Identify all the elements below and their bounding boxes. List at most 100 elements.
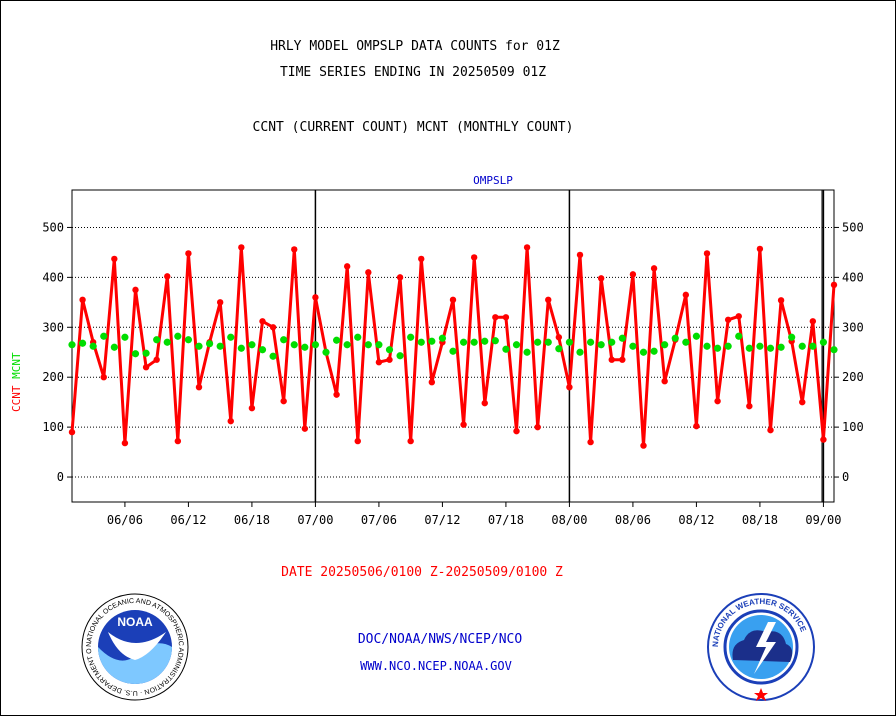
series-point-ccnt (640, 442, 647, 449)
series-point-mcnt (407, 333, 415, 341)
series-point-mcnt (78, 339, 87, 347)
series-point-ccnt (566, 383, 573, 391)
x-tick-label: 07/00 (297, 513, 333, 527)
y-tick-label-left: 100 (42, 420, 64, 434)
y-axis-label-mcnt: MCNT (10, 352, 23, 385)
x-tick-label: 06/06 (107, 513, 143, 527)
series-point-mcnt (227, 333, 235, 341)
series-point-ccnt (534, 423, 541, 431)
nws-logo: NATIONAL WEATHER SERVICE (707, 593, 815, 701)
series-point-mcnt (449, 347, 457, 355)
series-point-mcnt (819, 338, 828, 346)
series-point-mcnt (671, 334, 679, 342)
series-point-mcnt (682, 338, 690, 346)
series-point-mcnt (205, 340, 214, 348)
series-point-mcnt (661, 341, 669, 349)
series-point-ccnt (449, 296, 457, 304)
series-point-ccnt (365, 269, 372, 276)
series-point-ccnt (153, 356, 160, 363)
series-point-mcnt (121, 333, 129, 341)
series-point-mcnt (830, 346, 838, 354)
series-point-ccnt (216, 299, 224, 306)
series-point-ccnt (629, 271, 637, 278)
series-point-ccnt (576, 251, 584, 259)
series-point-ccnt (650, 265, 658, 272)
series-point-ccnt (481, 399, 488, 407)
y-tick-label-right: 300 (842, 320, 864, 334)
series-point-ccnt (809, 318, 817, 325)
series-point-mcnt (354, 333, 362, 341)
x-tick-label: 09/00 (805, 513, 841, 527)
series-point-mcnt (100, 332, 108, 340)
series-point-mcnt (523, 348, 531, 356)
series-point-mcnt (576, 348, 584, 356)
series-point-mcnt (280, 336, 288, 344)
series-point-ccnt (259, 318, 266, 325)
series-point-mcnt (798, 342, 806, 350)
series-point-ccnt (545, 296, 552, 304)
series-point-ccnt (121, 439, 129, 447)
header-legend-line: CCNT (CURRENT COUNT) MCNT (MONTHLY COUNT… (252, 120, 574, 135)
series-point-mcnt (534, 338, 542, 346)
x-tick-label: 08/00 (551, 513, 587, 527)
series-point-ccnt (142, 364, 150, 371)
series-point-mcnt (248, 341, 256, 349)
series-point-mcnt (396, 352, 404, 360)
series-point-ccnt (248, 404, 256, 412)
series-point-mcnt (777, 343, 785, 351)
header-title-line2: TIME SERIES ENDING IN 20250509 01Z (279, 65, 547, 80)
footer-url: WWW.NCO.NCEP.NOAA.GOV (360, 659, 512, 673)
series-point-ccnt (693, 422, 700, 430)
series-point-ccnt (777, 297, 785, 304)
series-point-mcnt (608, 338, 616, 346)
series-point-ccnt (523, 244, 531, 251)
series-point-mcnt (459, 338, 468, 346)
series-point-ccnt (333, 391, 340, 398)
series-point-mcnt (650, 347, 658, 355)
series-point-mcnt (322, 348, 330, 356)
series-point-mcnt (184, 336, 193, 344)
series-point-mcnt (639, 348, 648, 356)
series-point-mcnt (142, 349, 150, 357)
series-point-ccnt (820, 436, 827, 443)
series-point-mcnt (788, 333, 796, 341)
series-point-mcnt (269, 352, 277, 360)
series-point-mcnt (417, 338, 425, 346)
series-point-ccnt (174, 437, 182, 445)
series-point-ccnt (312, 294, 319, 301)
series-point-ccnt (682, 291, 690, 299)
series-point-ccnt (238, 244, 245, 251)
series-point-ccnt (269, 324, 277, 331)
series-point-ccnt (111, 255, 118, 263)
series-point-mcnt (809, 342, 817, 350)
series-point-mcnt (565, 338, 574, 346)
series-point-ccnt (343, 263, 351, 270)
series-point-ccnt (396, 274, 404, 281)
series-point-ccnt (386, 356, 393, 363)
series-point-ccnt (587, 438, 594, 446)
series-point-ccnt (227, 417, 234, 425)
series-point-mcnt (629, 342, 637, 350)
y-tick-label-right: 0 (842, 470, 849, 484)
series-point-ccnt (354, 437, 361, 445)
series-point-mcnt (110, 343, 118, 351)
series-point-mcnt (745, 344, 753, 352)
series-point-ccnt (756, 245, 764, 253)
series-point-ccnt (185, 250, 192, 257)
series-point-ccnt (375, 359, 383, 366)
x-tick-label: 06/12 (170, 513, 206, 527)
series-point-mcnt (491, 337, 499, 345)
series-point-ccnt (418, 255, 425, 263)
series-point-mcnt (311, 341, 320, 349)
series-point-mcnt (470, 338, 478, 346)
series-point-mcnt (364, 341, 372, 349)
series-point-ccnt (492, 314, 499, 321)
series-point-ccnt (502, 314, 510, 321)
y-axis-label: CCNT MCNT (10, 352, 23, 412)
series-point-ccnt (68, 428, 76, 436)
series-point-ccnt (830, 281, 838, 289)
x-tick-label: 06/18 (234, 513, 270, 527)
series-point-mcnt (555, 345, 563, 353)
series-point-mcnt (438, 334, 447, 342)
series-point-ccnt (195, 383, 203, 391)
